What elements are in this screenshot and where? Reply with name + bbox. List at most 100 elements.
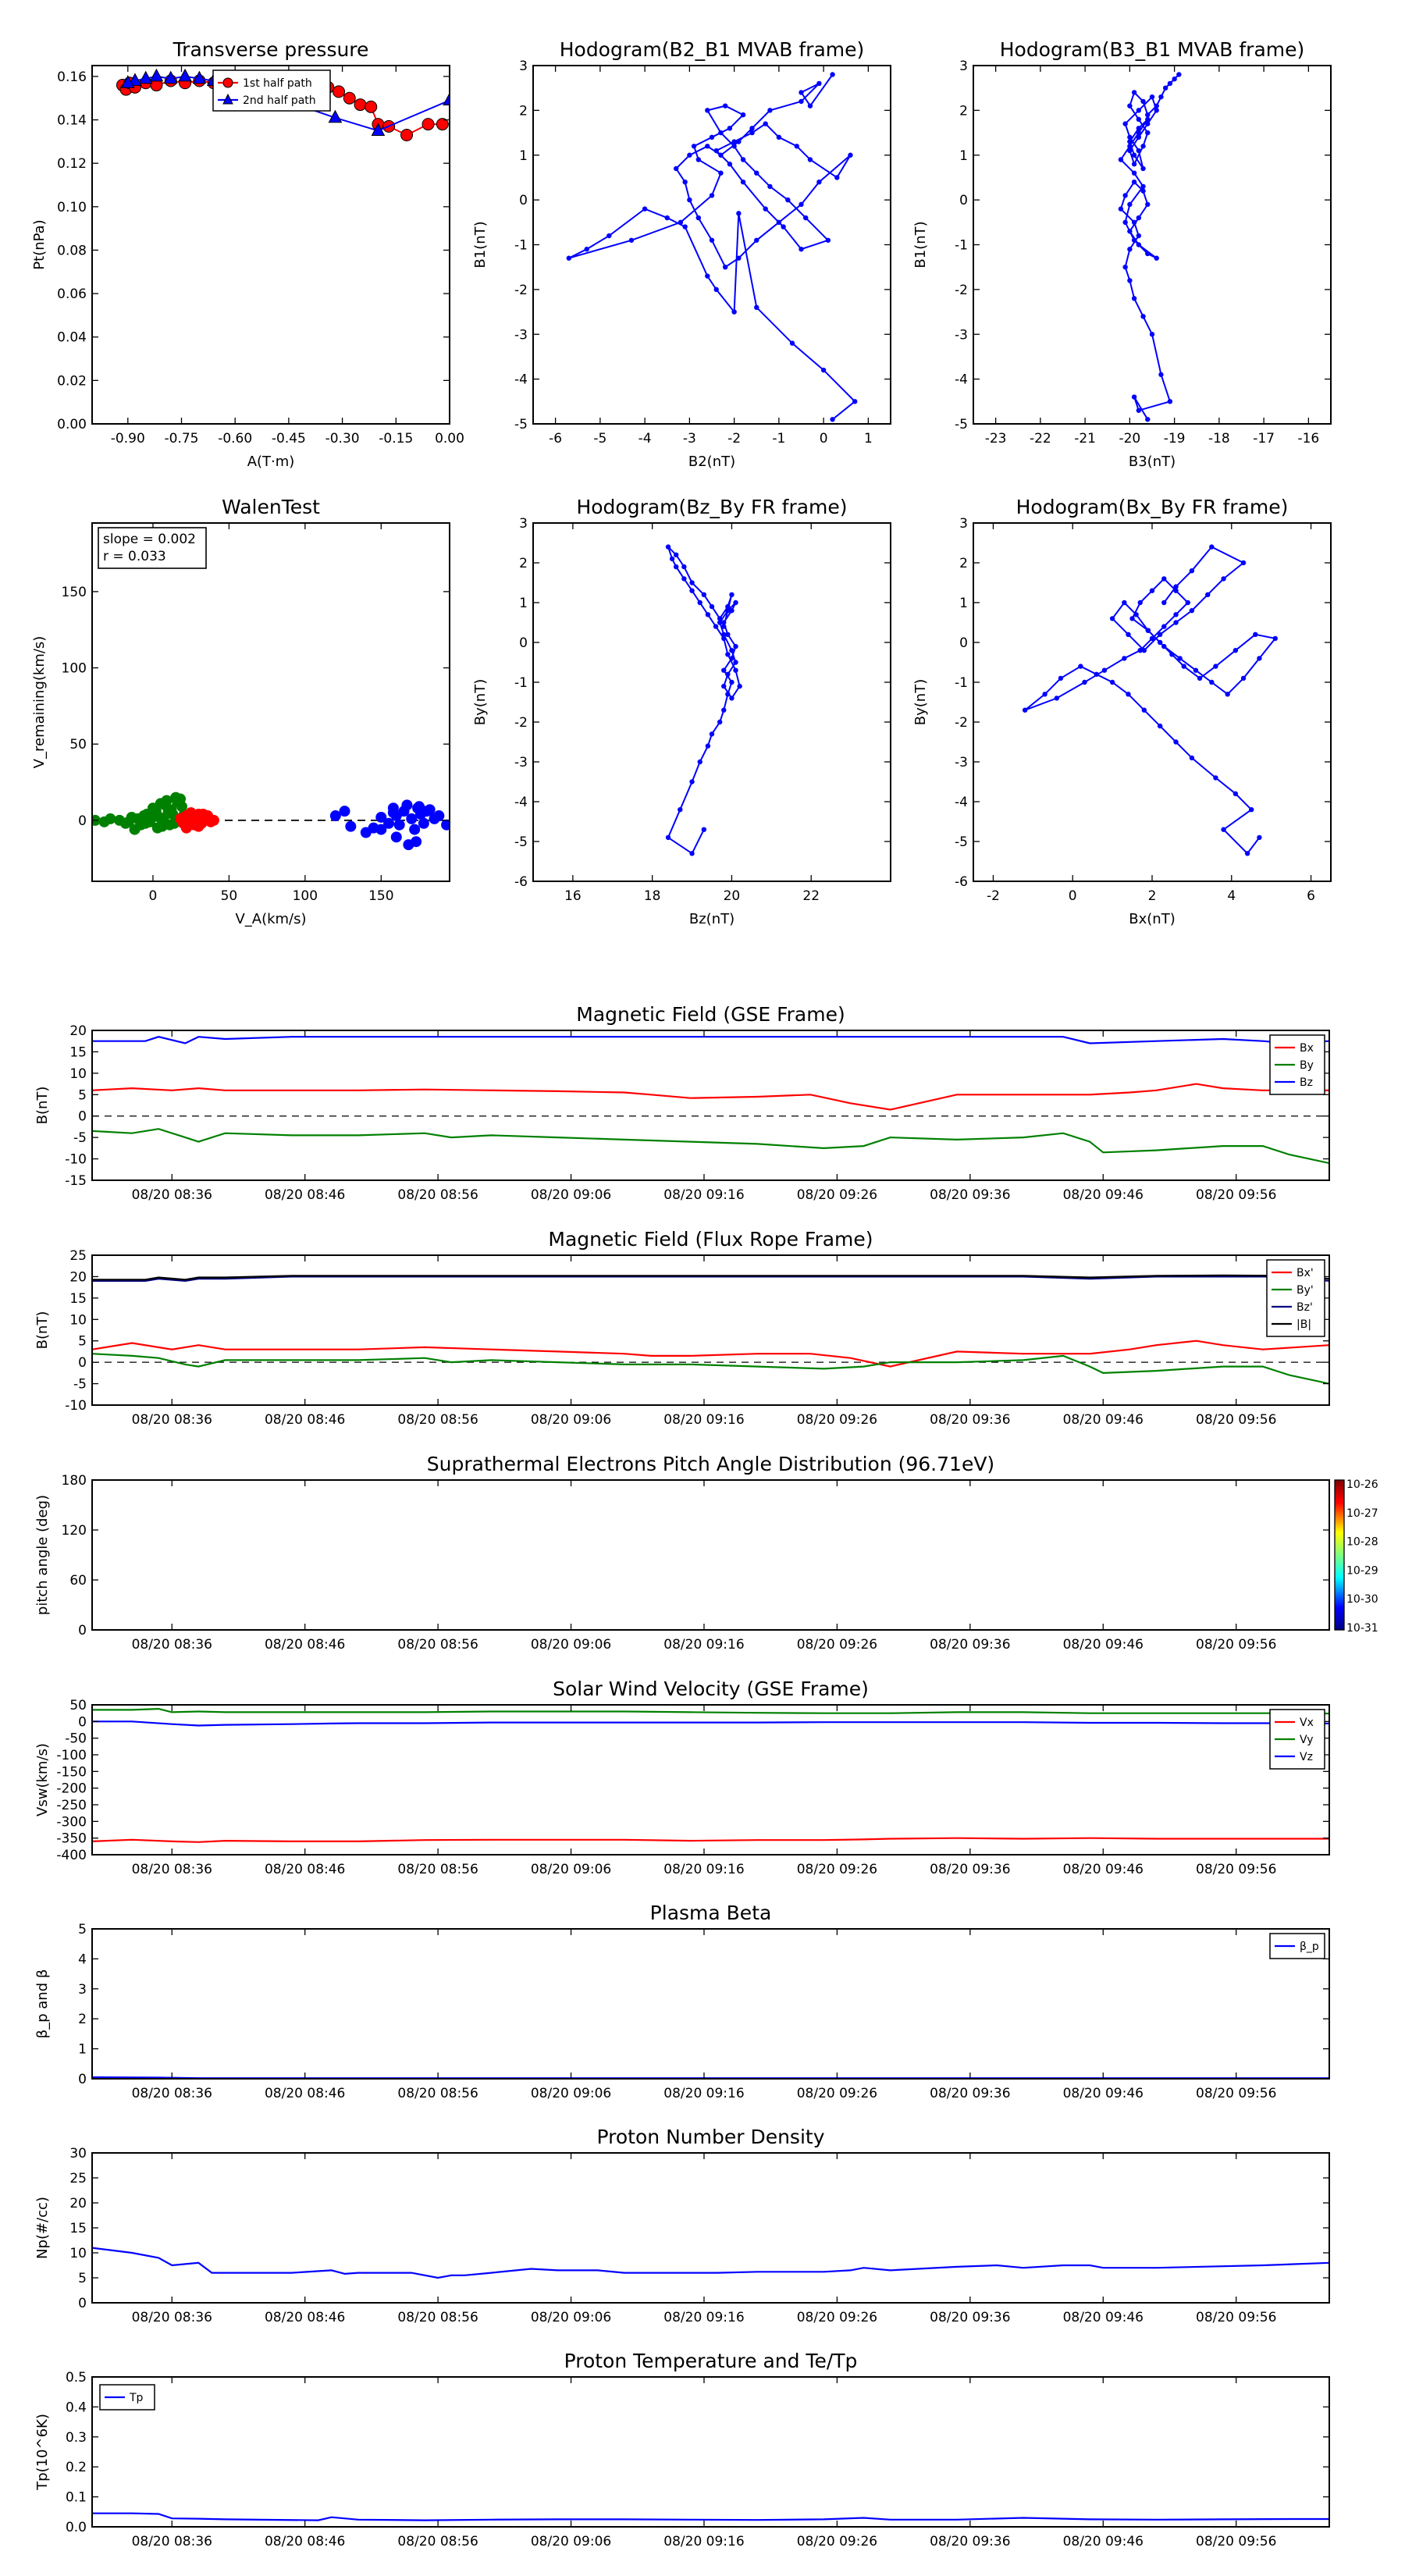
- y-tick-label: 15: [69, 1291, 87, 1307]
- x-tick-label: -0.75: [165, 431, 199, 447]
- data-point: [717, 719, 723, 725]
- data-point: [697, 759, 702, 765]
- panel-hodo_bzby: Hodogram(Bz_By FR frame)16 18 20 22-6-5-4-3…: [472, 496, 891, 927]
- data-point: [678, 807, 683, 813]
- y-tick-label: 0: [78, 2296, 87, 2311]
- data-point: [1209, 544, 1215, 550]
- data-point: [794, 144, 799, 149]
- legend-label: Tp: [129, 2392, 144, 2404]
- y-tick-label: -2: [955, 283, 968, 298]
- data-point: [1127, 247, 1133, 252]
- x-tick-label: 18: [644, 888, 661, 904]
- x-tick-label: 08/20 08:36: [132, 1412, 212, 1428]
- data-point: [188, 819, 200, 831]
- data-point: [1140, 314, 1146, 319]
- data-point: [1145, 201, 1151, 208]
- x-tick-label: 08/20 08:56: [397, 1862, 478, 1877]
- chart-title: Hodogram(B2_B1 MVAB frame): [560, 38, 865, 61]
- data-point: [1173, 620, 1179, 625]
- panel-transverse_pressure: Transverse pressure -0.90 -0.75 -0.60 -0.45 -…: [31, 38, 464, 470]
- y-tick-label: -200: [56, 1781, 87, 1797]
- panel-temp: Proton Temperature and Te/Tp 08/20 08:36 0…: [34, 2350, 1330, 2549]
- y-tick-label: 10: [69, 2246, 87, 2261]
- data-point: [731, 309, 737, 315]
- y-axis-label: B(nT): [34, 1087, 51, 1125]
- data-point: [729, 592, 735, 597]
- data-point: [1109, 679, 1115, 685]
- data-point: [1078, 664, 1083, 669]
- series-line-bz: [92, 1036, 1329, 1044]
- data-point: [1161, 624, 1167, 629]
- data-point: [721, 667, 727, 673]
- y-tick-label: -6: [514, 874, 528, 890]
- x-tick-label: 20: [724, 888, 741, 904]
- y-tick-label: 0: [519, 635, 528, 651]
- plot-frame: [91, 1479, 1330, 1631]
- x-tick-label: 08/20 09:06: [531, 2086, 611, 2101]
- x-tick-label: 150: [368, 888, 393, 904]
- data-point: [834, 175, 840, 180]
- x-tick-label: -21: [1074, 431, 1096, 447]
- data-point: [718, 152, 724, 158]
- y-tick-label: 0.02: [57, 373, 87, 389]
- y-tick-label: 1: [959, 148, 968, 164]
- x-tick-label: 1: [864, 431, 873, 447]
- data-point: [705, 108, 710, 113]
- data-point: [333, 85, 346, 98]
- data-point: [725, 652, 731, 657]
- data-point: [681, 576, 687, 582]
- y-tick-label: 1: [519, 596, 528, 611]
- data-point: [1136, 134, 1142, 140]
- y-tick-label: 5: [78, 1087, 87, 1103]
- data-point: [1145, 251, 1151, 257]
- panel-hodo_bxby: Hodogram(Bx_By FR frame) -2 0 2 4 6 -6 -5 -4 -3 -2…: [912, 496, 1332, 927]
- data-point: [681, 564, 687, 570]
- plot-frame: [532, 522, 891, 882]
- y-axis-label: pitch angle (deg): [34, 1495, 51, 1615]
- data-point: [400, 129, 414, 142]
- data-point: [678, 219, 684, 226]
- plot-area: [1118, 72, 1182, 422]
- data-point: [1136, 116, 1142, 123]
- data-point: [705, 144, 710, 149]
- x-tick-label: 08/20 09:06: [531, 2534, 611, 2549]
- plot-frame: [973, 65, 1332, 425]
- y-tick-label: 0.16: [57, 69, 87, 85]
- data-point: [1101, 667, 1108, 673]
- y-tick-label: -1: [514, 675, 528, 691]
- x-tick-label: 08/20 09:56: [1196, 1412, 1276, 1428]
- y-tick-label: 0: [78, 1355, 87, 1371]
- data-point: [443, 92, 450, 106]
- data-point: [390, 831, 402, 843]
- x-tick-label: 50: [221, 888, 238, 904]
- series-line-series0: [568, 73, 856, 421]
- data-point: [725, 632, 731, 637]
- y-tick-label: 0: [959, 193, 968, 208]
- y-tick-label: -5: [955, 417, 968, 432]
- data-point: [406, 813, 418, 824]
- data-point: [721, 635, 727, 642]
- x-tick-label: 08/20 09:46: [1063, 1637, 1144, 1653]
- x-tick-label: -0.30: [325, 431, 360, 447]
- y-axis-label: B1(nT): [912, 221, 929, 268]
- data-point: [178, 68, 192, 82]
- y-tick-label: 30: [69, 2146, 87, 2161]
- data-point: [1129, 616, 1135, 621]
- data-point: [736, 139, 742, 144]
- x-tick-label: 08/20 09:26: [797, 1412, 877, 1428]
- y-tick-label: 25: [69, 1248, 87, 1264]
- data-point: [1109, 616, 1115, 621]
- data-point: [161, 795, 173, 806]
- annotation-line: r = 0.033: [103, 549, 166, 564]
- x-tick-label: 08/20 08:46: [265, 2086, 345, 2101]
- legend-label: Bz': [1297, 1301, 1313, 1314]
- x-tick-label: 2: [1148, 888, 1157, 904]
- data-point: [733, 660, 738, 665]
- data-point: [727, 162, 733, 167]
- y-tick-label: 0: [959, 635, 968, 651]
- data-point: [799, 90, 804, 95]
- data-point: [584, 247, 589, 252]
- colorbar-tick-label: 10-27: [1346, 1507, 1378, 1520]
- data-point: [151, 822, 163, 834]
